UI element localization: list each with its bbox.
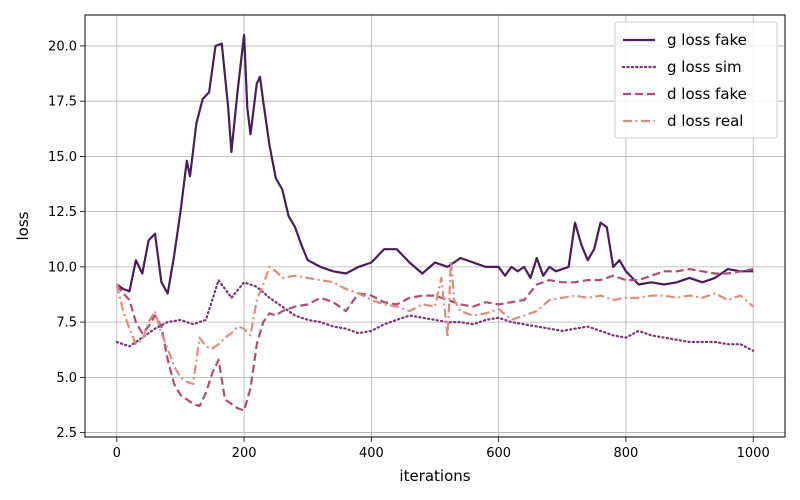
- y-tick-label: 20.0: [48, 39, 77, 54]
- legend: g loss fake g loss sim d loss fake d loss r…: [614, 21, 778, 139]
- plot-lines: [115, 33, 755, 412]
- y-tick-label: 7.5: [56, 316, 77, 331]
- y-axis: 2.5 5.0 7.5 10.0 12.5 15.0 17.5 20.0: [48, 39, 85, 441]
- series-line-d-loss-real: [115, 259, 754, 386]
- y-tick-label: 12.5: [48, 205, 77, 220]
- series-line-d-loss-fake: [115, 268, 754, 412]
- y-tick-label: 15.0: [48, 150, 77, 165]
- x-axis-label: iterations: [399, 467, 470, 485]
- y-tick-label: 10.0: [48, 260, 77, 275]
- y-tick-label: 2.5: [56, 426, 77, 441]
- series-line-g-loss-sim: [115, 279, 755, 352]
- legend-label: g loss fake: [667, 31, 747, 49]
- x-tick-label: 1000: [737, 446, 770, 461]
- x-tick-label: 0: [113, 446, 121, 461]
- legend-label: d loss real: [667, 112, 743, 130]
- legend-box: [614, 21, 778, 139]
- y-axis-label: loss: [14, 211, 32, 240]
- legend-label: d loss fake: [667, 85, 747, 103]
- x-tick-label: 600: [486, 446, 511, 461]
- axes-frame: [84, 14, 786, 438]
- x-tick-label: 400: [359, 446, 384, 461]
- legend-label: g loss sim: [667, 58, 742, 76]
- x-tick-label: 200: [232, 446, 257, 461]
- y-tick-label: 17.5: [48, 95, 77, 110]
- x-tick-label: 800: [613, 446, 638, 461]
- y-tick-label: 5.0: [56, 371, 77, 386]
- series-line-g-loss-fake: [116, 33, 754, 295]
- x-axis: 0 200 400 600 800 1000: [113, 437, 770, 461]
